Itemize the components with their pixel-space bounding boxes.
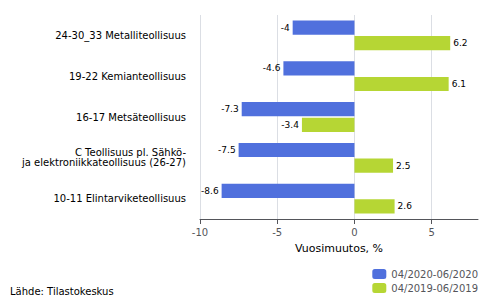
svg-text:Vuosimuutos, %: Vuosimuutos, %: [295, 242, 383, 255]
svg-text:5: 5: [428, 227, 434, 238]
svg-text:-7.5: -7.5: [218, 145, 236, 155]
svg-text:-4.6: -4.6: [263, 63, 281, 73]
svg-text:-5: -5: [272, 227, 282, 238]
svg-text:19-22 Kemianteollisuus: 19-22 Kemianteollisuus: [69, 71, 186, 82]
svg-text:0: 0: [351, 227, 357, 238]
svg-text:C Teollisuus pl. Sähkö-: C Teollisuus pl. Sähkö-: [74, 147, 186, 159]
svg-text:16-17 Metsäteollisuus: 16-17 Metsäteollisuus: [76, 112, 186, 123]
svg-text:6.2: 6.2: [453, 38, 467, 48]
svg-text:24-30_33 Metalliteollisuus: 24-30_33 Metalliteollisuus: [55, 30, 186, 42]
svg-text:04/2020-06/2020: 04/2020-06/2020: [391, 269, 478, 280]
svg-text:2.5: 2.5: [396, 161, 410, 171]
svg-text:04/2019-06/2019: 04/2019-06/2019: [391, 283, 478, 294]
svg-text:-10: -10: [192, 227, 208, 238]
svg-text:-8.6: -8.6: [201, 186, 219, 196]
svg-text:10-11 Elintarviketeollisuus: 10-11 Elintarviketeollisuus: [53, 193, 186, 204]
svg-text:6.1: 6.1: [452, 79, 466, 89]
svg-text:Lähde: Tilastokeskus: Lähde: Tilastokeskus: [10, 286, 114, 297]
svg-text:ja elektroniikkateollisuus (26: ja elektroniikkateollisuus (26-27): [21, 157, 186, 168]
svg-text:-3.4: -3.4: [281, 120, 299, 130]
svg-text:2.6: 2.6: [398, 201, 413, 211]
svg-text:-7.3: -7.3: [221, 104, 239, 114]
svg-text:-4: -4: [281, 23, 290, 33]
